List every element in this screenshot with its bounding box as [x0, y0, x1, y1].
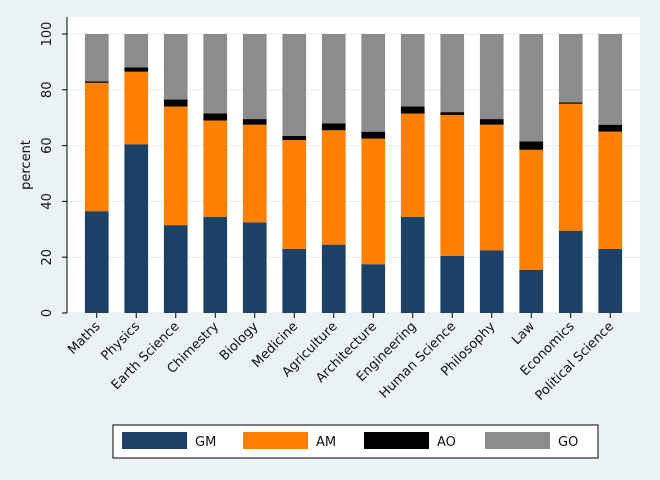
legend-swatch-gm — [122, 432, 187, 449]
bar-am — [321, 130, 346, 245]
legend-label-gm: GM — [195, 435, 216, 450]
legend-swatch-go — [485, 432, 550, 449]
bar-go — [598, 34, 623, 125]
bar-ao — [203, 113, 228, 121]
bar-ao — [558, 102, 583, 104]
bar-am — [84, 82, 109, 212]
bar-go — [479, 34, 504, 120]
legend: GM AM AO GO — [122, 432, 578, 450]
y-tick-label: 40 — [40, 193, 55, 210]
y-tick-label: 100 — [40, 22, 55, 47]
bar-am — [282, 140, 307, 249]
bar-go — [242, 34, 267, 120]
plot-area — [67, 17, 640, 313]
bar-gm — [203, 216, 228, 313]
bar-am — [242, 124, 267, 223]
bar-go — [519, 34, 544, 142]
bar-ao — [163, 99, 188, 107]
bar-gm — [479, 250, 504, 313]
bar-ao — [124, 67, 149, 72]
bar-ao — [242, 119, 267, 125]
bar-ao — [519, 141, 544, 150]
bar-ao — [598, 124, 623, 132]
bar-ao — [84, 81, 109, 83]
bar-am — [124, 71, 149, 145]
y-tick-label: 0 — [40, 309, 55, 317]
bar-gm — [440, 255, 465, 313]
bar-ao — [282, 135, 307, 141]
bar-go — [400, 34, 425, 107]
bar-gm — [242, 222, 267, 313]
bar-am — [598, 131, 623, 249]
bar-gm — [361, 264, 386, 313]
legend-swatch-am — [243, 432, 308, 449]
legend-label-am: AM — [316, 435, 336, 450]
bar-am — [361, 138, 386, 265]
bar-am — [400, 113, 425, 217]
bar-am — [203, 120, 228, 217]
y-ticks: 0 20 40 60 80 100 — [40, 22, 67, 317]
bar-go — [558, 34, 583, 103]
bar-am — [479, 124, 504, 251]
bar-am — [163, 106, 188, 226]
x-tick-label: Law — [509, 319, 538, 348]
bar-ao — [400, 106, 425, 114]
bar-ao — [321, 123, 346, 131]
bar-go — [440, 34, 465, 113]
legend-label-go: GO — [558, 435, 578, 450]
y-tick-label: 60 — [40, 137, 55, 154]
bar-gm — [598, 248, 623, 313]
bar-gm — [163, 225, 188, 313]
bar-go — [282, 34, 307, 136]
bar-ao — [440, 112, 465, 115]
bar-am — [519, 149, 544, 270]
bar-go — [203, 34, 228, 114]
bar-gm — [321, 244, 346, 313]
bar-go — [84, 34, 109, 82]
bar-am — [440, 114, 465, 256]
legend-swatch-ao — [364, 432, 429, 449]
y-tick-label: 20 — [40, 249, 55, 266]
bar-gm — [400, 216, 425, 313]
bar-go — [163, 34, 188, 100]
x-tick-label: Maths — [65, 319, 104, 358]
bar-gm — [519, 269, 544, 313]
bar-gm — [124, 144, 149, 313]
gridlines — [67, 33, 640, 314]
legend-label-ao: AO — [437, 435, 456, 450]
bars — [84, 34, 623, 313]
bar-go — [361, 34, 386, 132]
y-axis-label: percent — [19, 140, 34, 190]
bar-gm — [558, 230, 583, 313]
bar-gm — [84, 211, 109, 313]
y-tick-label: 80 — [40, 82, 55, 99]
bar-am — [558, 103, 583, 231]
x-tick-label: Earth Science — [109, 319, 183, 393]
bar-go — [124, 34, 149, 68]
bar-gm — [282, 248, 307, 313]
bar-ao — [361, 131, 386, 139]
bar-go — [321, 34, 346, 124]
bar-ao — [479, 119, 504, 125]
